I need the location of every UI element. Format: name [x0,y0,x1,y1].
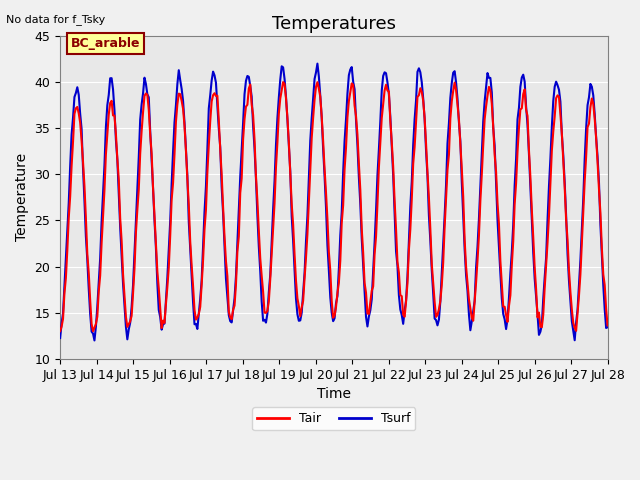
Tair [531,264,538,270]
Tair [604,323,611,328]
Title: Temperatures: Temperatures [272,15,396,33]
Tsurf [602,325,610,331]
Tsurf [75,92,83,97]
Text: BC_arable: BC_arable [71,37,141,50]
Tsurf [93,304,101,310]
Tsurf [531,276,538,281]
Tsurf [314,61,321,67]
Tair [449,88,457,94]
Y-axis label: Temperature: Temperature [15,154,29,241]
Tsurf [91,337,99,343]
Line: Tsurf: Tsurf [60,64,607,340]
Tair [75,110,83,116]
Tair [340,166,348,172]
Tsurf [340,138,348,144]
Line: Tair: Tair [60,82,607,331]
Text: No data for f_Tsky: No data for f_Tsky [6,14,106,25]
Tair [93,314,101,320]
Tair [89,328,97,334]
Tsurf [56,335,64,341]
Tsurf [449,70,457,75]
Legend: Tair, Tsurf: Tair, Tsurf [252,407,415,430]
Tair [56,328,64,334]
Tsurf [604,324,611,330]
X-axis label: Time: Time [317,387,351,401]
Tair [279,79,287,85]
Tair [602,306,610,312]
